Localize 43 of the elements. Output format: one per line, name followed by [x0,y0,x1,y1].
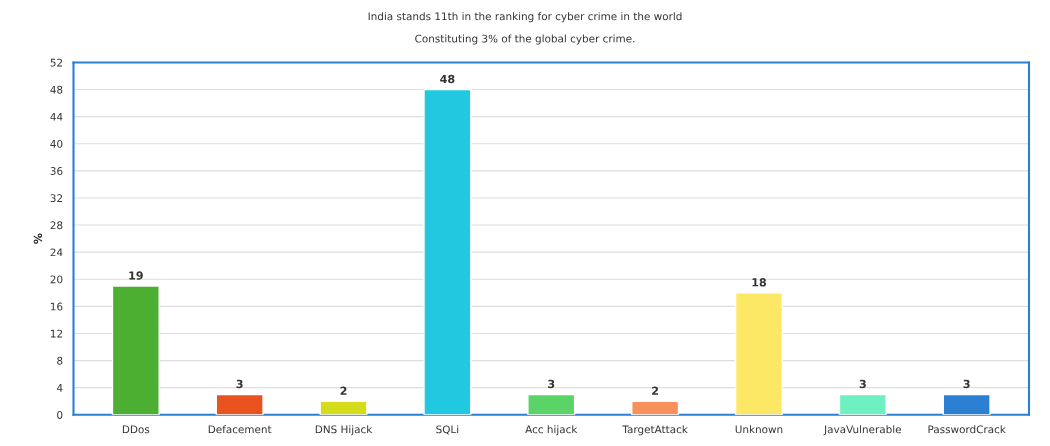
chart-subtitle: Constituting 3% of the global cyber crime. [415,34,635,45]
data-label: 3 [859,379,866,389]
x-tick-label: SQLi [436,425,459,435]
y-tick-label: 16 [50,302,63,311]
y-tick-label: 32 [50,194,63,203]
data-label: 48 [440,74,455,84]
y-tick-label: 12 [50,329,63,338]
data-label: 18 [752,278,767,287]
y-tick-label: 24 [50,248,63,257]
x-tick-label: TargetAttack [622,425,688,436]
bar [838,393,887,415]
y-tick-label: 48 [50,85,63,94]
x-tick-label: PasswordCrack [928,425,1006,434]
bar [734,292,784,415]
y-tick-label: 44 [50,113,63,121]
x-tick-label: Acc hijack [525,425,578,436]
x-tick-label: Unknown [735,425,783,434]
bar [631,400,680,415]
y-tick-label: 8 [57,356,63,365]
bar [423,88,472,415]
data-label: 3 [548,379,555,389]
x-tick-label: JavaVulnerable [823,425,902,436]
data-label: 2 [652,386,659,395]
data-label: 3 [236,379,243,389]
y-tick-label: 40 [50,139,63,148]
bar [319,400,368,415]
x-tick-label: DNS Hijack [315,425,373,436]
y-tick-label: 0 [57,411,63,419]
data-label: 19 [129,271,143,280]
y-tick-label: 28 [50,221,63,230]
x-tick-label: DDos [122,425,150,434]
data-label: 3 [963,379,970,389]
bar [111,285,160,415]
bar [215,393,264,415]
chart-title: India stands 11th in the ranking for cyber crime in the world [368,12,682,23]
y-tick-label: 4 [56,384,63,392]
bar [527,393,576,415]
data-label: 2 [340,386,347,395]
y-tick-label: 52 [50,58,63,67]
x-tick-label: Defacement [208,425,272,434]
y-axis-title: % [33,233,43,244]
y-tick-label: 20 [50,275,63,284]
y-tick-label: 36 [50,167,63,175]
